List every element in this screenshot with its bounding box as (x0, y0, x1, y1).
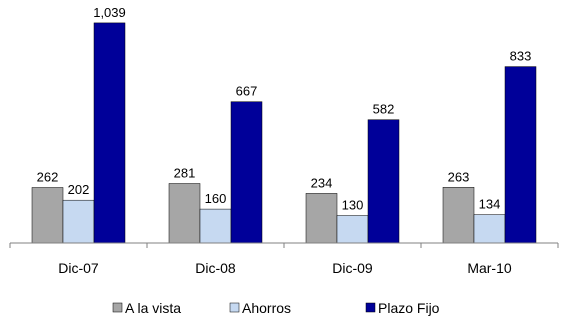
value-label-a-la-vista-mar-10: 263 (448, 169, 470, 184)
value-label-plazo-fijo-dic-07: 1,039 (93, 5, 126, 20)
bar-plazo-fijo-dic-07 (93, 22, 126, 244)
value-label-ahorros-dic-07: 202 (68, 182, 90, 197)
bar-a-la-vista-mar-10 (442, 187, 475, 244)
bar-ahorros-mar-10 (473, 214, 506, 244)
value-label-a-la-vista-dic-08: 281 (174, 166, 196, 181)
bar-plazo-fijo-dic-09 (367, 119, 400, 244)
value-label-a-la-vista-dic-07: 262 (37, 170, 59, 185)
legend-item-plazo-fijo: Plazo Fijo (365, 300, 440, 316)
legend-swatch-ahorros (229, 302, 240, 313)
value-label-a-la-vista-dic-09: 234 (311, 175, 333, 190)
x-tick-label-dic-07: Dic-07 (58, 260, 99, 276)
x-tick-labels-group: Dic-07 Dic-08 Dic-09 Mar-10 (58, 260, 512, 276)
bar-plazo-fijo-dic-08 (230, 101, 263, 244)
legend-swatch-a-la-vista (112, 302, 123, 313)
legend-item-ahorros: Ahorros (229, 300, 291, 316)
legend: A la vista Ahorros Plazo Fijo (112, 300, 440, 316)
value-label-plazo-fijo-dic-09: 582 (373, 102, 395, 117)
bar-ahorros-dic-08 (199, 208, 232, 244)
legend-item-a-la-vista: A la vista (112, 300, 181, 316)
bar-ahorros-dic-07 (62, 199, 95, 244)
x-tick-marks-group (9, 243, 559, 248)
bar-a-la-vista-dic-09 (305, 193, 338, 244)
value-labels-group: 262 202 1,039 281 160 667 234 130 582 263 134 833 (37, 5, 532, 213)
bar-a-la-vista-dic-08 (168, 183, 201, 244)
value-label-plazo-fijo-mar-10: 833 (510, 49, 532, 64)
bars-group (31, 22, 537, 244)
x-tick-label-dic-08: Dic-08 (195, 260, 236, 276)
legend-label-ahorros: Ahorros (242, 300, 291, 316)
legend-label-a-la-vista: A la vista (125, 300, 181, 316)
value-label-ahorros-dic-09: 130 (342, 198, 364, 213)
legend-swatch-plazo-fijo (365, 302, 376, 313)
legend-label-plazo-fijo: Plazo Fijo (378, 300, 440, 316)
x-tick-label-mar-10: Mar-10 (467, 260, 512, 276)
x-tick-label-dic-09: Dic-09 (332, 260, 373, 276)
value-label-ahorros-dic-08: 160 (205, 191, 227, 206)
bar-ahorros-dic-09 (336, 215, 369, 244)
bar-a-la-vista-dic-07 (31, 187, 64, 244)
value-label-ahorros-mar-10: 134 (479, 197, 501, 212)
value-label-plazo-fijo-dic-08: 667 (236, 84, 258, 99)
bar-plazo-fijo-mar-10 (504, 66, 537, 244)
